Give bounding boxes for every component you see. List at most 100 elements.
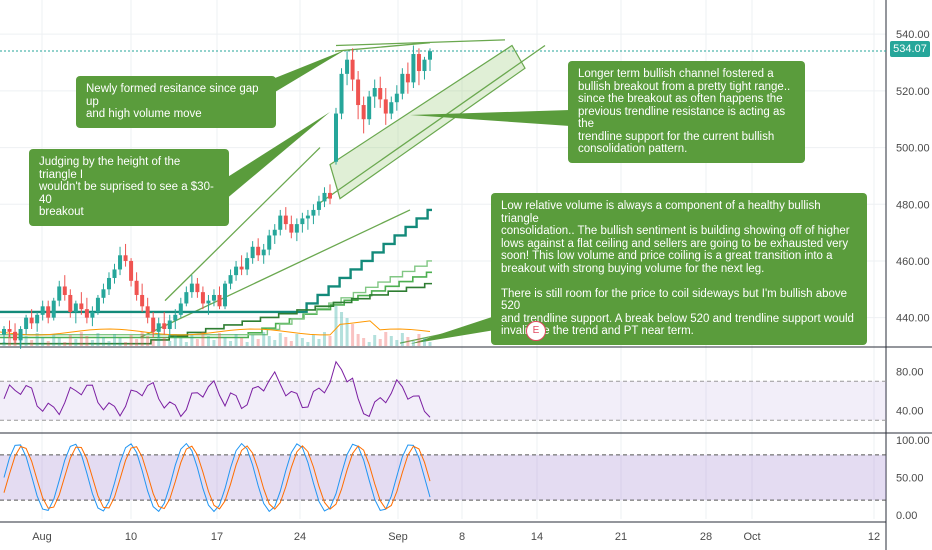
stoch-band <box>0 454 886 501</box>
time-tick-label: 10 <box>125 531 137 543</box>
candle-body <box>29 317 34 324</box>
candle <box>2 326 6 344</box>
volume-bar <box>190 335 194 346</box>
candle <box>106 272 111 295</box>
volume-bar <box>124 342 128 346</box>
candle <box>294 218 299 242</box>
candle-body <box>345 59 350 74</box>
candle-body <box>334 113 338 162</box>
time-tick-label: Aug <box>32 531 52 543</box>
volume-bar <box>90 340 94 346</box>
candle-body <box>223 283 228 307</box>
candle <box>101 283 106 304</box>
candle-body <box>2 328 6 335</box>
volume-bar <box>245 342 249 346</box>
candle-body <box>13 331 18 341</box>
volume-bar <box>107 341 111 346</box>
candle-body <box>167 320 172 329</box>
candle <box>228 269 233 290</box>
candle <box>140 283 145 312</box>
candle <box>256 238 261 261</box>
candle <box>151 311 156 338</box>
volume-bar <box>234 334 238 346</box>
candle-body <box>339 73 344 114</box>
candle <box>428 48 432 72</box>
volume-bar <box>411 341 415 346</box>
candle <box>123 243 128 267</box>
rsi-tick-label: 40.00 <box>896 406 924 418</box>
price-tick-label: 520.00 <box>896 86 930 98</box>
time-tick-label: 21 <box>615 531 627 543</box>
candle <box>62 275 67 301</box>
candle <box>51 297 56 321</box>
candle <box>211 289 216 307</box>
candle <box>356 71 361 120</box>
candle <box>378 76 383 108</box>
candle <box>411 45 416 89</box>
candle-body <box>51 300 56 318</box>
stoch-tick-label: 50.00 <box>896 473 924 485</box>
candle <box>305 209 310 230</box>
candle-body <box>356 79 361 106</box>
rsi-panel <box>0 360 886 421</box>
callout-arrow <box>410 316 495 344</box>
candle-body <box>112 269 117 278</box>
candle-body <box>289 224 294 233</box>
volume-bar <box>267 336 271 346</box>
candle-body <box>40 306 45 315</box>
candle-body <box>350 59 355 80</box>
volume-bar <box>68 335 72 346</box>
candle-body <box>272 229 277 236</box>
candle <box>400 68 405 100</box>
candle-body <box>239 266 244 270</box>
candle-body <box>57 286 62 301</box>
candle <box>156 317 161 338</box>
rsi-line <box>3 360 431 418</box>
volume-bar <box>212 340 216 346</box>
note-resistance[interactable]: Newly formed resitance since gap up and … <box>76 76 276 128</box>
candle <box>328 184 332 205</box>
candle-body <box>123 255 128 261</box>
candle-body <box>200 292 205 304</box>
candle-body <box>305 215 310 219</box>
candle-body <box>361 105 366 120</box>
candle <box>367 90 372 125</box>
volume-bar <box>63 342 67 346</box>
note-channel[interactable]: Longer term bullish channel fostered a b… <box>568 61 805 163</box>
volume-bar <box>251 335 255 346</box>
stoch-rsi-panel <box>0 442 886 513</box>
candle <box>322 187 327 208</box>
time-tick-label: 8 <box>459 531 465 543</box>
volume-bar <box>41 337 45 346</box>
volume-bar <box>157 333 161 346</box>
candle <box>361 96 366 134</box>
volume-bar <box>24 336 28 346</box>
candle <box>73 300 78 324</box>
candle-body <box>322 192 327 202</box>
candle-body <box>372 88 377 97</box>
note-volume[interactable]: Low relative volume is always a componen… <box>491 193 867 345</box>
volume-bar <box>184 342 188 346</box>
volume-bar <box>173 334 177 346</box>
candle-body <box>294 224 299 233</box>
candle <box>405 62 410 94</box>
candle-body <box>90 311 95 318</box>
candle-body <box>95 297 100 312</box>
volume-bar <box>362 338 366 346</box>
candle <box>217 286 222 310</box>
candle-body <box>106 277 111 290</box>
note-triangle[interactable]: Judging by the height of the triangle I … <box>29 149 229 226</box>
candle <box>422 56 427 80</box>
candle <box>173 309 178 329</box>
candle-body <box>405 73 410 83</box>
candle <box>46 300 51 324</box>
volume-bar <box>340 312 344 346</box>
volume-bar <box>345 318 349 346</box>
candlesticks <box>2 45 432 349</box>
earnings-icon[interactable]: E <box>526 321 546 341</box>
candle <box>200 286 205 310</box>
candle <box>372 79 377 108</box>
candle-body <box>134 280 139 295</box>
candle-body <box>316 201 321 210</box>
